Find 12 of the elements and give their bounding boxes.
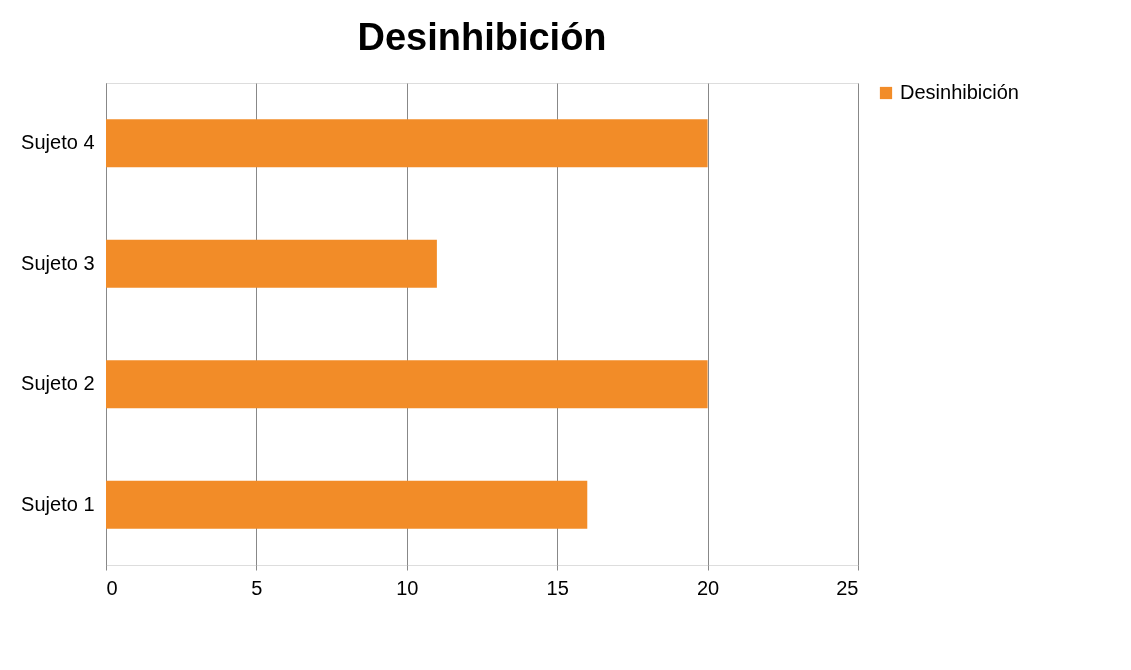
x-tick-label: 10 bbox=[396, 576, 419, 599]
chart-title: Desinhibición bbox=[357, 16, 607, 58]
y-tick-label: Sujeto 3 bbox=[21, 251, 95, 274]
y-tick-label: Sujeto 1 bbox=[21, 492, 95, 515]
x-tick-label: 15 bbox=[546, 576, 569, 599]
x-tick-label: 0 bbox=[106, 576, 118, 599]
y-tick-label: Sujeto 2 bbox=[21, 372, 95, 395]
x-tick-label: 5 bbox=[251, 576, 263, 599]
x-tick-label: 20 bbox=[696, 576, 720, 599]
legend-label: Desinhibición bbox=[900, 81, 1019, 103]
y-tick-label: Sujeto 4 bbox=[21, 131, 95, 154]
x-tick-label: 25 bbox=[836, 576, 859, 599]
